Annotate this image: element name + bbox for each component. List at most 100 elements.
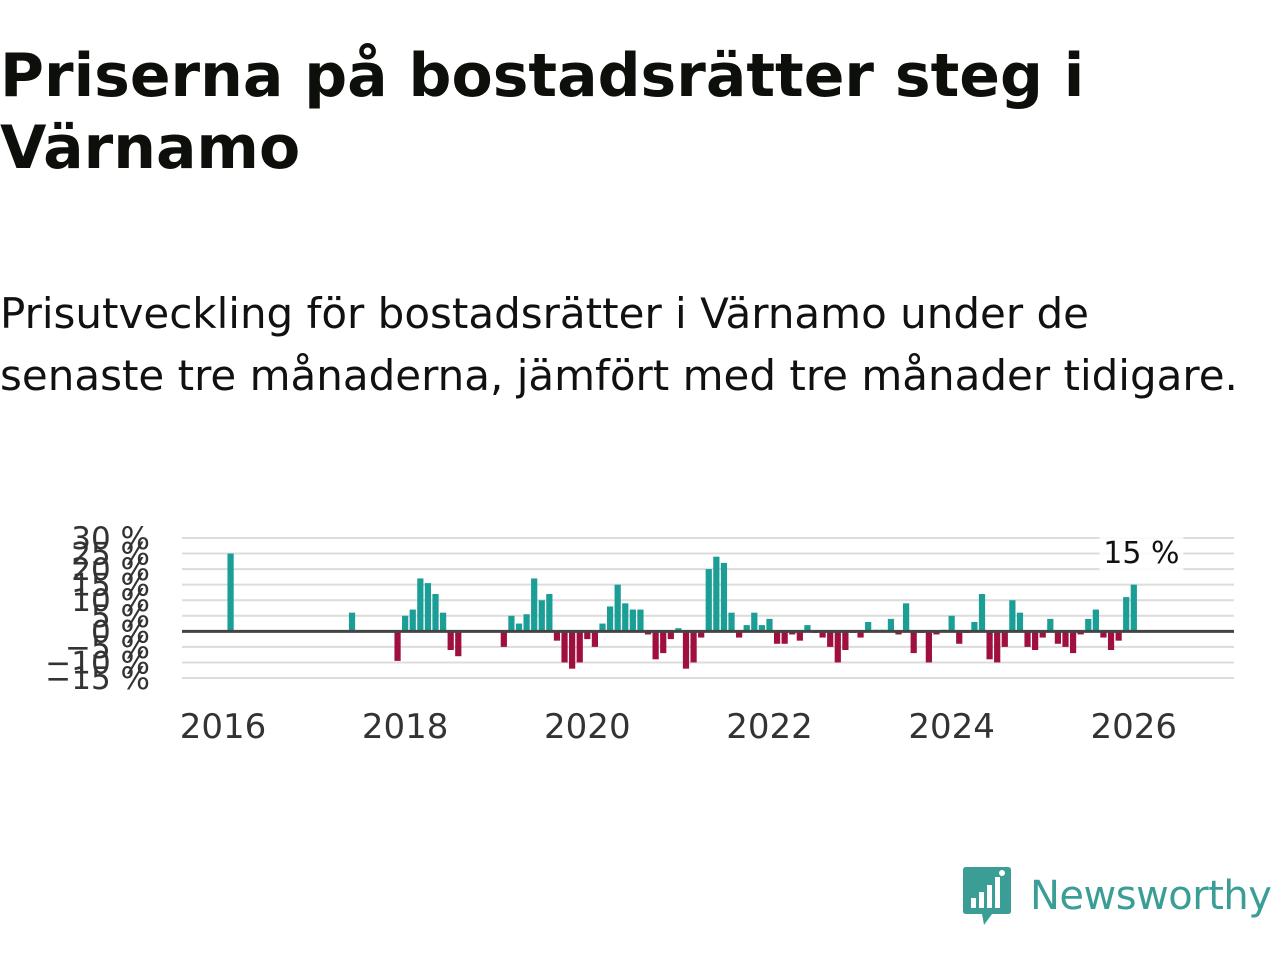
- bar: [1016, 612, 1024, 632]
- bar: [1039, 631, 1046, 638]
- bar: [644, 631, 652, 635]
- bar: [690, 631, 697, 663]
- bar: [614, 584, 621, 632]
- bar: [1069, 631, 1077, 654]
- bar: [827, 631, 834, 647]
- x-tick-label: 2026: [1091, 707, 1178, 747]
- bar: [1092, 609, 1099, 632]
- x-tick-label: 2020: [544, 707, 631, 747]
- bar: [652, 631, 659, 660]
- y-tick-label: 5 %: [91, 599, 150, 635]
- data-label-last-value: 15 %: [1103, 536, 1179, 571]
- bar: [842, 631, 849, 650]
- bar: [432, 594, 439, 632]
- bar: [667, 631, 674, 640]
- bar: [978, 594, 986, 632]
- y-tick-label: 10 %: [71, 583, 150, 619]
- bar: [439, 612, 447, 632]
- bar: [629, 609, 636, 632]
- bar: [660, 631, 667, 654]
- bar: [569, 631, 576, 669]
- bar: [902, 603, 910, 632]
- bar: [424, 583, 432, 632]
- bar: [531, 578, 538, 632]
- bar: [523, 614, 530, 632]
- bar: [227, 553, 234, 632]
- y-tick-label: 0 %: [91, 614, 150, 650]
- chart-subtitle: Prisutveckling för bostadsrätter i Värna…: [0, 289, 1238, 400]
- newsworthy-logo-icon: [963, 867, 1011, 925]
- bar: [865, 622, 872, 632]
- y-tick-label: −10 %: [45, 645, 150, 681]
- y-tick-label: 30 %: [71, 521, 150, 557]
- bar: [561, 631, 568, 663]
- bar: [1024, 631, 1031, 647]
- x-tick-label: 2018: [362, 707, 449, 747]
- bar: [956, 631, 963, 644]
- bar: [682, 631, 690, 669]
- bar: [576, 631, 583, 663]
- data-labels: 15 %: [1099, 535, 1184, 571]
- bar: [591, 631, 599, 647]
- bar: [713, 556, 720, 632]
- bar: [857, 631, 864, 638]
- bar: [986, 631, 993, 660]
- bar: [766, 618, 773, 632]
- y-tick-label: −15 %: [45, 661, 150, 697]
- bar: [698, 631, 705, 638]
- bar: [971, 622, 978, 632]
- y-axis-tick-labels: 30 %25 %20 %15 %10 %5 %0 %−5 %−10 %−15 %: [45, 521, 150, 697]
- bar: [925, 631, 932, 663]
- bar: [1130, 584, 1137, 632]
- bar: [736, 631, 743, 638]
- bar: [538, 600, 545, 632]
- bar: [599, 623, 606, 632]
- bar: [895, 631, 902, 635]
- bar: [1077, 631, 1084, 635]
- newsworthy-logo: Newsworthy: [962, 864, 1272, 928]
- bar: [455, 631, 462, 657]
- x-axis-tick-labels: 2016 2018 2020 2022 2024 2026: [180, 707, 1177, 747]
- bar: [804, 625, 811, 632]
- bar: [606, 606, 614, 632]
- bar: [781, 631, 788, 644]
- bar: [394, 631, 401, 661]
- bar: [1123, 597, 1130, 632]
- bar: [751, 612, 758, 632]
- bar: [720, 562, 728, 632]
- bar: [1085, 618, 1092, 632]
- bar: [743, 625, 750, 632]
- bar: [819, 631, 826, 638]
- bar: [1054, 631, 1062, 644]
- bar: [910, 631, 917, 654]
- bar: [887, 618, 895, 632]
- chart-title: Priserna på bostadsrätter steg i Värnamo: [0, 41, 1085, 183]
- x-tick-label: 2016: [180, 707, 267, 747]
- bar: [675, 628, 682, 632]
- bar: [796, 631, 803, 641]
- bar: [508, 615, 515, 632]
- bar: [1062, 631, 1069, 647]
- bar: [705, 569, 712, 632]
- bar-chart: 30 %25 %20 %15 %10 %5 %0 %−5 %−10 %−15 %…: [45, 521, 1234, 747]
- bar: [515, 623, 523, 632]
- bar: [1100, 631, 1107, 638]
- bar: [758, 625, 766, 632]
- bar: [728, 612, 735, 632]
- y-tick-label: 15 %: [71, 568, 150, 604]
- bar: [637, 609, 644, 632]
- bar: [1115, 631, 1122, 641]
- bar: [500, 631, 507, 647]
- bar: [834, 631, 841, 663]
- logo-text: Newsworthy: [1030, 873, 1272, 919]
- bar: [948, 615, 955, 632]
- bar: [1001, 631, 1008, 647]
- bar: [933, 631, 940, 635]
- bar: [1107, 631, 1115, 650]
- bar: [553, 631, 561, 641]
- bar: [417, 578, 424, 632]
- bar: [1047, 618, 1054, 632]
- x-tick-label: 2022: [726, 707, 813, 747]
- bar: [1009, 600, 1016, 632]
- bar: [773, 631, 781, 644]
